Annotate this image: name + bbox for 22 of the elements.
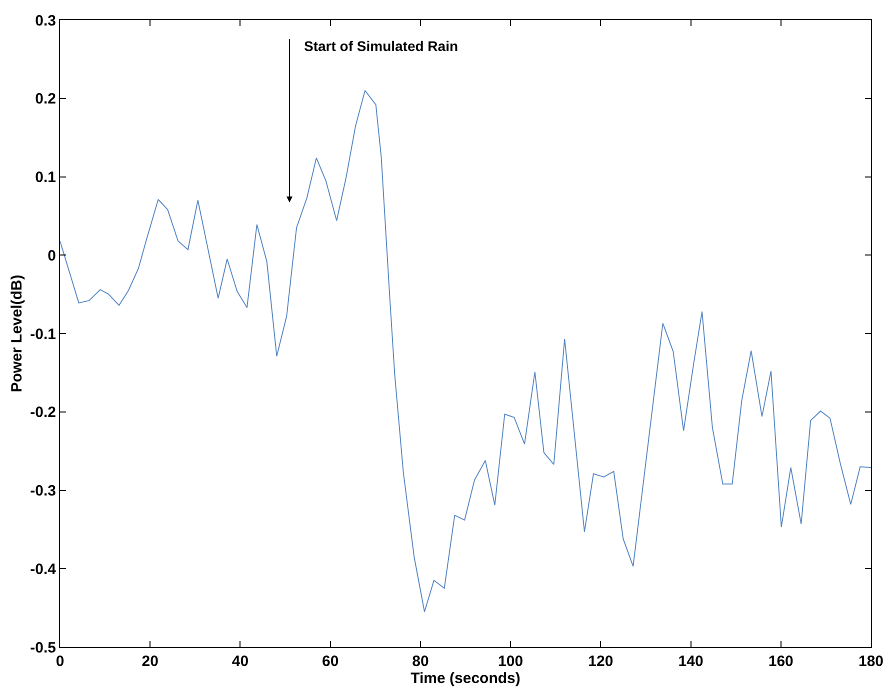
annotation: Start of Simulated Rain [304, 38, 458, 54]
x-axis-title: Time (seconds) [410, 670, 520, 687]
x-tick-label: 140 [678, 653, 704, 670]
x-tick-label: 180 [858, 653, 884, 670]
y-tick-label: -0.5 [30, 639, 56, 656]
x-tick-label: 100 [498, 653, 524, 670]
x-tick-label: 20 [142, 653, 158, 670]
x-tick-label: 120 [588, 653, 614, 670]
x-tick-label: 80 [412, 653, 429, 670]
y-tick-label: -0.2 [30, 404, 56, 422]
x-tick-label: 160 [768, 653, 794, 670]
y-tick-label: -0.4 [30, 560, 57, 578]
y-tick-label: 0.3 [35, 12, 56, 30]
y-tick-label: 0.2 [35, 90, 56, 108]
y-tick-label: -0.1 [30, 326, 56, 343]
y-tick-label: 0 [48, 247, 56, 264]
x-tick-label: 40 [232, 653, 249, 670]
line-series [60, 90, 871, 612]
y-tick-label: -0.3 [30, 482, 56, 500]
y-tick-label: 0.1 [35, 169, 56, 186]
x-tick-label: 60 [322, 653, 339, 670]
y-axis-title: Power Level(dB) [8, 274, 26, 392]
